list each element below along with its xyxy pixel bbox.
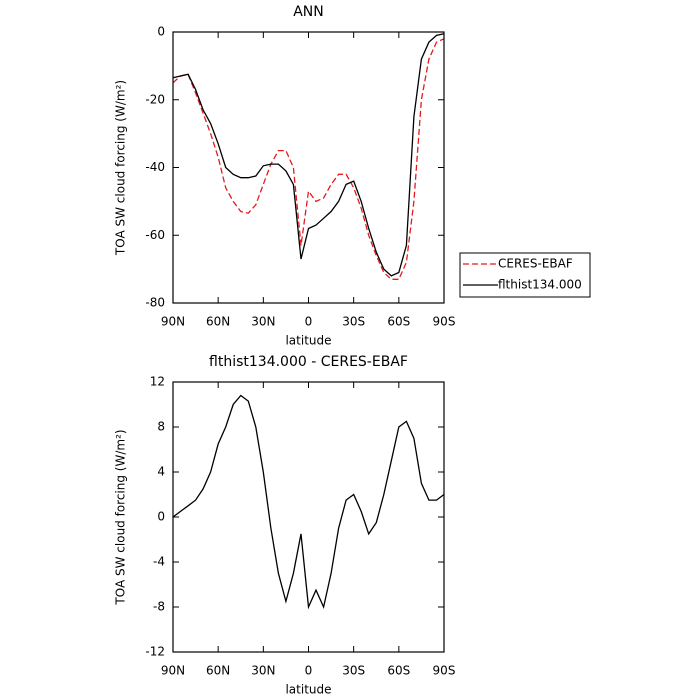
x-tick-label: 90N (161, 664, 185, 678)
y-tick-label: 0 (157, 25, 165, 39)
chart-title: flthist134.000 - CERES-EBAF (209, 354, 408, 370)
legend-label: CERES-EBAF (498, 257, 573, 271)
x-axis-label: latitude (285, 334, 331, 348)
x-tick-label: 90S (433, 315, 456, 329)
x-axis-label: latitude (285, 683, 331, 697)
x-tick-label: 60S (387, 664, 410, 678)
x-tick-label: 0 (305, 664, 313, 678)
y-tick-label: -40 (145, 160, 165, 174)
y-tick-label: 8 (157, 420, 165, 434)
y-tick-label: 4 (157, 465, 165, 479)
plot-frame (172, 31, 445, 304)
x-tick-label: 30S (342, 664, 365, 678)
x-tick-label: 60N (206, 315, 230, 329)
y-axis-label: TOA SW cloud forcing (W/m²) (114, 429, 128, 605)
y-tick-label: 12 (150, 375, 165, 389)
y-tick-label: -20 (145, 92, 165, 106)
y-tick-label: -80 (145, 296, 165, 310)
y-tick-label: -4 (153, 555, 165, 569)
plot-frame (172, 381, 445, 653)
x-tick-label: 0 (305, 315, 313, 329)
x-tick-label: 30S (342, 315, 365, 329)
y-tick-label: 0 (157, 510, 165, 524)
y-tick-label: -8 (153, 600, 165, 614)
data-line (172, 33, 445, 277)
legend-label: flthist134.000 (498, 278, 582, 292)
x-tick-label: 60S (387, 315, 410, 329)
x-tick-label: 30N (251, 315, 275, 329)
x-tick-label: 90S (433, 664, 456, 678)
data-line (172, 38, 445, 280)
data-line (172, 394, 445, 610)
x-tick-label: 60N (206, 664, 230, 678)
y-axis-label: TOA SW cloud forcing (W/m²) (114, 80, 128, 256)
y-tick-label: -60 (145, 228, 165, 242)
x-tick-label: 30N (251, 664, 275, 678)
legend-box (459, 252, 591, 298)
x-tick-label: 90N (161, 315, 185, 329)
y-tick-label: -12 (145, 645, 165, 659)
chart-title: ANN (293, 4, 324, 20)
